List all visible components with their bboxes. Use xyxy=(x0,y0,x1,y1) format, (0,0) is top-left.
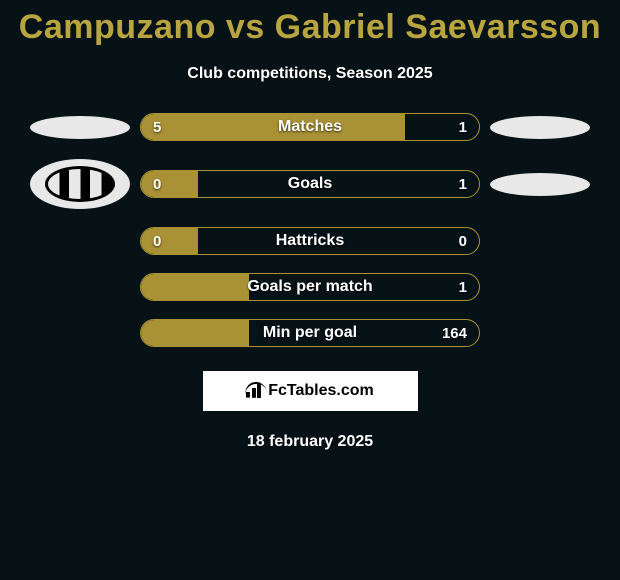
player2-club-slot xyxy=(490,170,590,198)
empty-slot xyxy=(490,227,590,255)
bar-left-fill xyxy=(141,171,198,197)
bar-left-fill xyxy=(141,274,249,300)
row-hattricks: 0 Hattricks 0 xyxy=(10,227,610,255)
empty-slot xyxy=(490,273,590,301)
row-matches: 5 Matches 1 xyxy=(10,113,610,141)
branding-logo[interactable]: FcTables.com xyxy=(203,371,418,411)
bar-left-fill xyxy=(141,320,249,346)
row-min-per-goal: Min per goal 164 xyxy=(10,319,610,347)
player2-logo-slot xyxy=(490,113,590,141)
page-title: Campuzano vs Gabriel Saevarsson xyxy=(0,0,620,47)
bar-hattricks: 0 Hattricks 0 xyxy=(140,227,480,255)
bar-goals-per-match: Goals per match 1 xyxy=(140,273,480,301)
bar-left-fill xyxy=(141,228,198,254)
empty-slot xyxy=(490,319,590,347)
bar-right-value: 164 xyxy=(442,325,467,342)
club-logo-icon xyxy=(30,159,130,209)
bar-chart-icon xyxy=(246,384,264,398)
empty-slot xyxy=(30,227,130,255)
comparison-chart: 5 Matches 1 0 Goals 1 xyxy=(0,113,620,347)
bar-right-value: 1 xyxy=(459,279,467,296)
bar-goals: 0 Goals 1 xyxy=(140,170,480,198)
player1-club-slot xyxy=(30,159,130,209)
player1-logo-slot xyxy=(30,113,130,141)
bar-left-fill xyxy=(141,114,405,140)
footer-date: 18 february 2025 xyxy=(0,433,620,451)
empty-slot xyxy=(30,273,130,301)
branding-text: FcTables.com xyxy=(268,382,374,400)
empty-slot xyxy=(30,319,130,347)
page-subtitle: Club competitions, Season 2025 xyxy=(0,65,620,83)
bar-right-value: 1 xyxy=(459,176,467,193)
bar-matches: 5 Matches 1 xyxy=(140,113,480,141)
bar-right-value: 1 xyxy=(459,119,467,136)
row-goals: 0 Goals 1 xyxy=(10,159,610,209)
bar-min-per-goal: Min per goal 164 xyxy=(140,319,480,347)
placeholder-icon xyxy=(490,116,590,139)
placeholder-icon xyxy=(490,173,590,196)
placeholder-icon xyxy=(30,116,130,139)
bar-right-value: 0 xyxy=(459,233,467,250)
row-goals-per-match: Goals per match 1 xyxy=(10,273,610,301)
